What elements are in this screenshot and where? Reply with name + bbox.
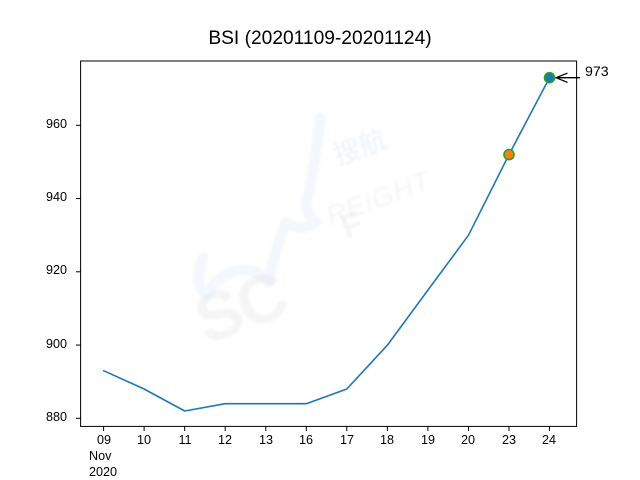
svg-text:REIGHT: REIGHT (322, 164, 436, 231)
svg-text:搜航: 搜航 (330, 124, 391, 171)
